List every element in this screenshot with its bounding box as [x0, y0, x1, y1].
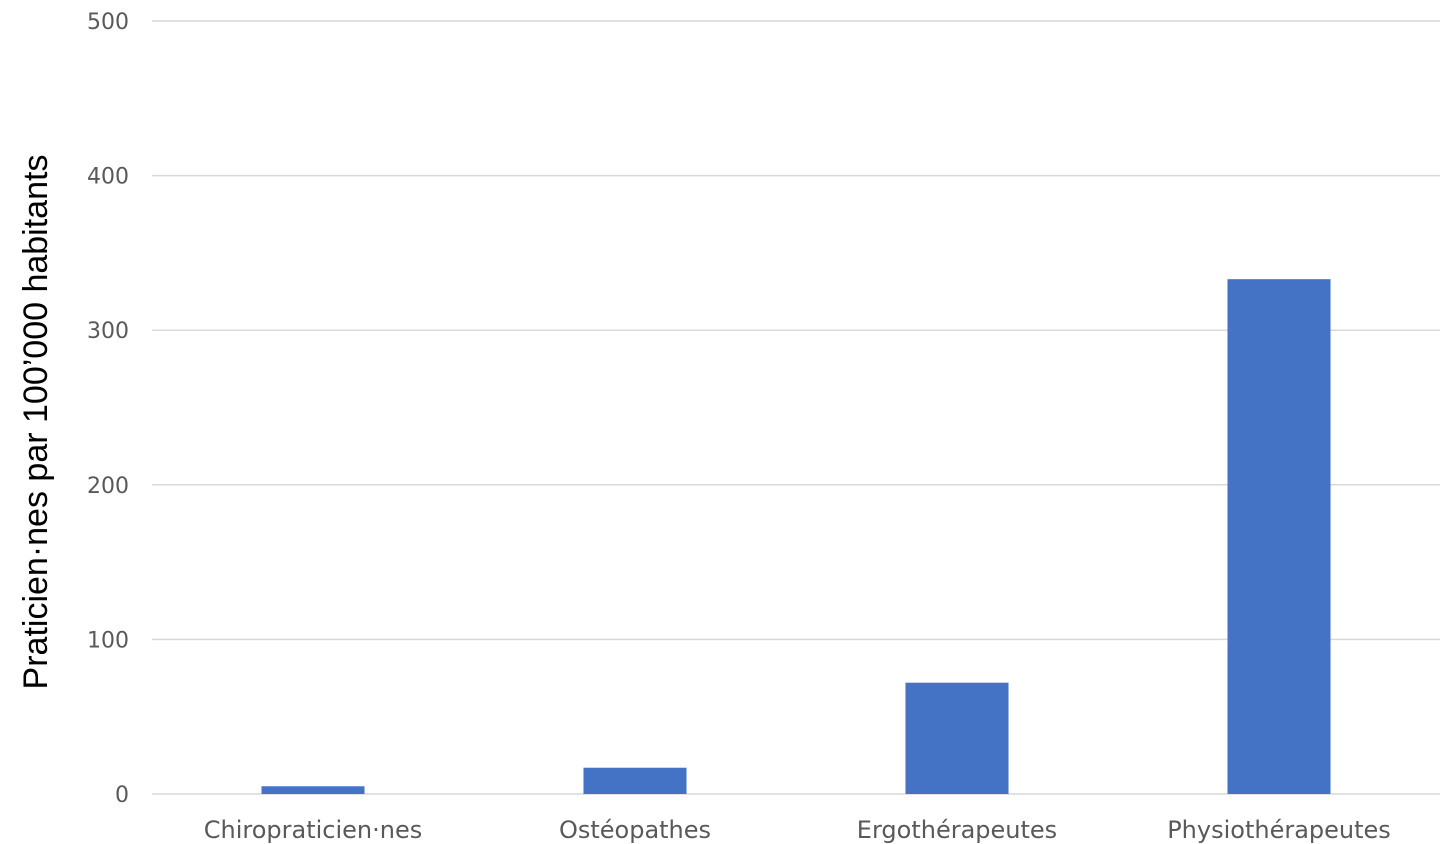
- y-tick-label: 500: [87, 10, 129, 35]
- y-tick-label: 300: [87, 319, 129, 344]
- bar-3: [1227, 279, 1331, 794]
- y-tick-label: 100: [87, 628, 129, 653]
- x-category-label: Ostéopathes: [559, 816, 711, 844]
- x-category-label: Chiropraticien·nes: [204, 816, 423, 844]
- y-axis-tick-labels: 0 100 200 300 400 500: [87, 10, 129, 808]
- y-tick-label: 400: [87, 165, 129, 190]
- x-category-label: Ergothérapeutes: [857, 816, 1057, 844]
- y-tick-label: 200: [87, 474, 129, 499]
- y-axis-title: Praticien·nes par 100’000 habitants: [17, 155, 55, 690]
- y-tick-label: 0: [115, 783, 129, 808]
- gridlines: [152, 20, 1440, 795]
- x-axis-category-labels: Chiropraticien·nes Ostéopathes Ergothérape…: [204, 816, 1391, 844]
- bar-2: [905, 682, 1009, 794]
- bar-1: [583, 767, 687, 794]
- bar-0: [261, 786, 365, 794]
- x-category-label: Physiothérapeutes: [1167, 816, 1391, 844]
- bars: [261, 279, 1331, 794]
